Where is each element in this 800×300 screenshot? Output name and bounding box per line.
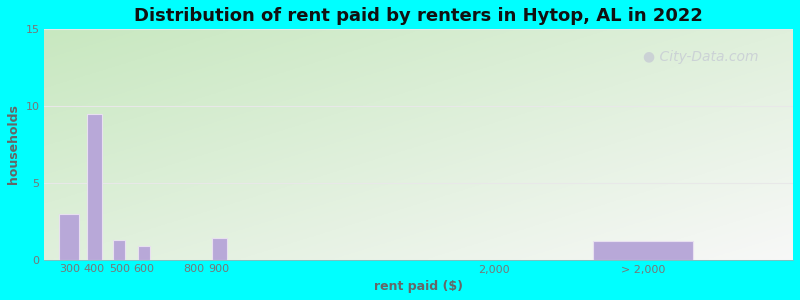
Bar: [211, 238, 226, 260]
Bar: [113, 240, 126, 260]
Bar: [594, 241, 694, 260]
Title: Distribution of rent paid by renters in Hytop, AL in 2022: Distribution of rent paid by renters in …: [134, 7, 703, 25]
Y-axis label: households: households: [7, 104, 20, 184]
X-axis label: rent paid ($): rent paid ($): [374, 280, 463, 293]
Bar: [86, 114, 102, 260]
Bar: [59, 214, 79, 260]
Text: ● City-Data.com: ● City-Data.com: [643, 50, 759, 64]
Bar: [138, 246, 150, 260]
